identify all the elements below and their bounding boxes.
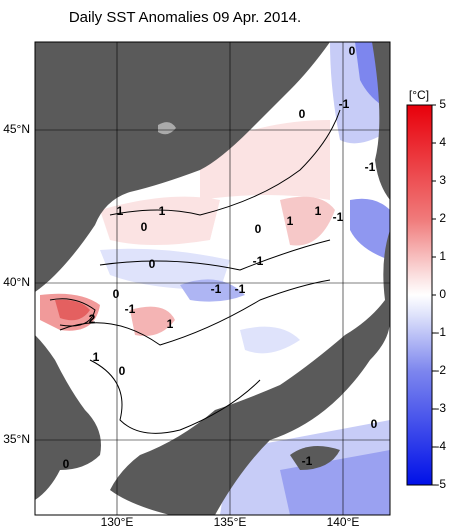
colorbar-tick-label: -1	[435, 325, 446, 339]
lat-label: 35°N	[3, 432, 30, 446]
colorbar-tick-label: 3	[439, 173, 446, 187]
lon-label: 140°E	[327, 515, 360, 529]
colorbar-tick-label: -3	[435, 401, 446, 415]
contour-label: 0	[349, 44, 356, 58]
contour-label: 1	[159, 204, 166, 218]
colorbar-tick-label: 5	[439, 97, 446, 111]
contour-label: 0	[255, 222, 262, 236]
contour-label: -1	[235, 282, 246, 296]
colorbar-tick-label: 2	[439, 211, 446, 225]
colorbar	[406, 104, 433, 486]
colorbar-tick-label: 4	[439, 135, 446, 149]
contour-label: -1	[253, 254, 264, 268]
contour-label: -1	[365, 160, 376, 174]
contour-label: 0	[371, 417, 378, 431]
contour-label: -1	[125, 302, 136, 316]
map-frame	[34, 41, 391, 516]
contour-label: -1	[302, 454, 313, 468]
lon-label: 130°E	[101, 515, 134, 529]
contour-label: 1	[93, 350, 100, 364]
lat-label: 45°N	[3, 122, 30, 136]
colorbar-tick-label: 1	[439, 249, 446, 263]
contour-label: 1	[167, 317, 174, 331]
contour-label: 1	[315, 204, 322, 218]
map	[35, 42, 390, 515]
contour-label: 1	[117, 204, 124, 218]
contour-label: -1	[211, 282, 222, 296]
contour-label: 0	[299, 107, 306, 121]
contour-label: 0	[63, 457, 70, 471]
contour-label: -1	[339, 97, 350, 111]
contour-label: 0	[113, 287, 120, 301]
contour-label: 0	[141, 220, 148, 234]
title: Daily SST Anomalies 09 Apr. 2014.	[69, 9, 301, 26]
lon-label: 135°E	[214, 515, 247, 529]
contour-label: 0	[149, 257, 156, 271]
colorbar-tick-label: -2	[435, 363, 446, 377]
lat-label: 40°N	[3, 275, 30, 289]
colorbar-tick-label: -5	[435, 477, 446, 491]
contour-label: 0	[119, 364, 126, 378]
contour-label: 2	[89, 312, 96, 326]
colorbar-tick-label: 0	[439, 287, 446, 301]
colorbar-label: [°C]	[409, 88, 429, 102]
colorbar-tick-label: -4	[435, 439, 446, 453]
contour-label: 1	[287, 214, 294, 228]
contour-label: -1	[333, 210, 344, 224]
